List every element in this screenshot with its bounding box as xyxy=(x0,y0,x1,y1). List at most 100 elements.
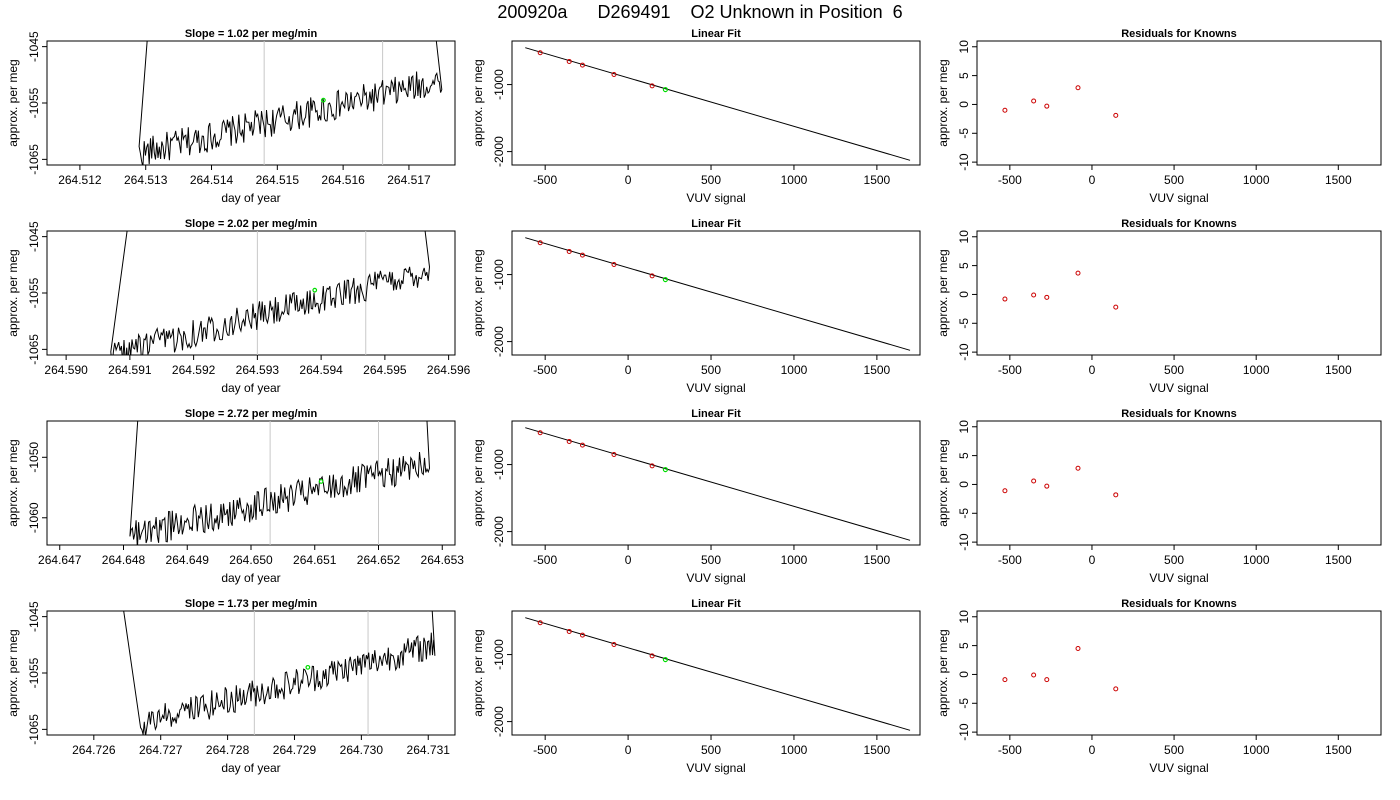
y-tick-label: -1065 xyxy=(27,334,41,365)
residual-point xyxy=(1031,98,1037,104)
y-axis-label: approx. per meg xyxy=(471,59,485,146)
y-tick-label: -2000 xyxy=(492,136,506,167)
x-tick-label: 500 xyxy=(701,173,721,187)
y-tick-label: -10 xyxy=(957,723,971,741)
plot-frame xyxy=(976,40,1382,166)
panel-title: Slope = 1.73 per meg/min xyxy=(185,598,318,610)
y-tick-label: -1055 xyxy=(27,657,41,688)
unknown-point xyxy=(662,656,669,663)
y-tick-label: -5 xyxy=(957,698,971,709)
signal-trace xyxy=(129,421,431,545)
fit-line xyxy=(525,47,911,161)
y-tick-label: -5 xyxy=(957,508,971,519)
unknown-marker xyxy=(320,97,326,103)
y-tick-label: -1045 xyxy=(27,221,41,252)
residual-point xyxy=(1002,677,1008,683)
y-tick-label: -1065 xyxy=(27,714,41,745)
x-tick-label: 0 xyxy=(625,743,632,757)
signal-trace xyxy=(138,41,443,165)
y-tick-label: -1055 xyxy=(27,87,41,118)
x-tick-label: 0 xyxy=(1089,363,1096,377)
x-tick-label: -500 xyxy=(998,173,1022,187)
known-point xyxy=(579,252,585,258)
x-tick-label: 500 xyxy=(1164,743,1184,757)
x-tick-label: 1500 xyxy=(1325,363,1352,377)
known-point xyxy=(579,442,585,448)
panel-title: Linear Fit xyxy=(691,218,741,230)
y-tick-label: -5 xyxy=(957,128,971,139)
known-point xyxy=(537,620,543,626)
panel-title: Linear Fit xyxy=(691,408,741,420)
x-tick-label: -500 xyxy=(998,553,1022,567)
y-tick-label: 10 xyxy=(957,40,971,54)
y-tick-label: -1065 xyxy=(27,144,41,175)
x-tick-label: 1000 xyxy=(1243,363,1270,377)
residual-point xyxy=(1031,672,1037,678)
x-tick-label: 264.590 xyxy=(44,363,88,377)
x-tick-label: 500 xyxy=(701,553,721,567)
panel-title: Residuals for Knowns xyxy=(1121,408,1237,420)
x-tick-label: 500 xyxy=(1164,363,1184,377)
panel-title: Linear Fit xyxy=(691,28,741,40)
known-point xyxy=(566,58,572,64)
known-point xyxy=(579,632,585,638)
x-tick-label: 1000 xyxy=(781,553,808,567)
y-tick-label: -2000 xyxy=(492,326,506,357)
unknown-point xyxy=(662,466,669,473)
y-axis-label: approx. per meg xyxy=(6,249,20,336)
fit-line xyxy=(525,617,911,731)
x-tick-label: 264.729 xyxy=(273,743,317,757)
x-tick-label: 264.512 xyxy=(58,173,102,187)
y-tick-label: 0 xyxy=(957,481,971,488)
known-point xyxy=(537,50,543,56)
panel-title: Residuals for Knowns xyxy=(1121,218,1237,230)
known-point xyxy=(649,463,655,469)
x-tick-label: -500 xyxy=(533,743,557,757)
residual-point xyxy=(1002,107,1008,113)
x-tick-label: 0 xyxy=(625,363,632,377)
residual-point xyxy=(1113,686,1119,692)
y-tick-label: -1000 xyxy=(492,69,506,100)
y-axis-label: approx. per meg xyxy=(6,59,20,146)
y-tick-label: 5 xyxy=(957,72,971,79)
x-tick-label: 264.648 xyxy=(102,553,146,567)
y-axis-label: approx. per meg xyxy=(936,439,950,526)
unknown-marker xyxy=(305,664,311,670)
fit-line xyxy=(525,427,911,541)
known-point xyxy=(649,653,655,659)
known-point xyxy=(611,262,617,268)
x-tick-label: 264.596 xyxy=(427,363,471,377)
plot-area xyxy=(1002,645,1119,692)
x-axis-label: day of year xyxy=(221,381,280,395)
plot-frame xyxy=(511,610,921,736)
y-axis-label: approx. per meg xyxy=(471,629,485,716)
x-axis-label: VUV signal xyxy=(686,381,745,395)
y-tick-label: -5 xyxy=(957,318,971,329)
plot-area xyxy=(1002,85,1119,118)
residual-point xyxy=(1113,304,1119,310)
y-tick-label: -10 xyxy=(957,343,971,361)
unknown-marker xyxy=(318,479,324,484)
x-tick-label: 1500 xyxy=(864,363,891,377)
known-point xyxy=(566,628,572,634)
x-tick-label: 1000 xyxy=(781,363,808,377)
residual-point xyxy=(1075,85,1081,91)
x-tick-label: 264.517 xyxy=(387,173,431,187)
x-tick-label: 264.726 xyxy=(72,743,116,757)
plot-frame xyxy=(976,230,1382,356)
residual-point xyxy=(1113,112,1119,118)
known-point xyxy=(649,273,655,279)
x-tick-label: 264.652 xyxy=(357,553,401,567)
plot-area xyxy=(110,231,431,355)
